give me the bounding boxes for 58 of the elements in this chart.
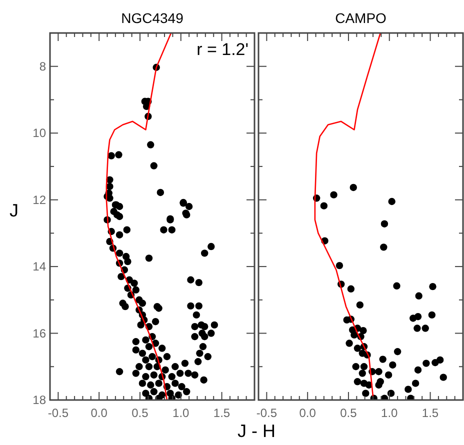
x-tick-label: 0.5	[132, 406, 149, 420]
point	[346, 340, 353, 347]
point	[379, 356, 386, 363]
point	[347, 285, 355, 292]
point	[440, 374, 447, 381]
point	[415, 292, 422, 300]
y-tick-label: 16	[32, 326, 46, 340]
point	[354, 344, 362, 352]
point	[380, 244, 388, 251]
point	[375, 381, 382, 389]
y-tick-label: 8	[39, 59, 46, 74]
point	[404, 386, 412, 393]
x-tick-label: 0.5	[340, 406, 358, 420]
chart-title: CAMPO	[335, 10, 387, 26]
point	[422, 324, 429, 332]
point	[352, 363, 360, 370]
x-axis-title: J - H	[238, 421, 276, 441]
point	[422, 360, 430, 367]
annotation: r = 1.2'	[196, 40, 248, 59]
point	[384, 371, 392, 379]
point	[360, 327, 367, 334]
point	[393, 282, 400, 290]
point	[362, 390, 370, 397]
point	[375, 368, 382, 376]
point	[429, 282, 436, 290]
point	[354, 378, 362, 386]
point	[336, 262, 344, 270]
point	[414, 312, 422, 320]
y-tick-label: 12	[32, 192, 46, 207]
point	[358, 370, 366, 377]
point	[414, 324, 421, 332]
x-tick-label: 0.0	[299, 406, 316, 420]
point	[388, 198, 396, 206]
y-axis-title: J	[10, 200, 18, 220]
y-tick-label: 14	[32, 260, 46, 274]
point	[330, 191, 338, 198]
point	[394, 348, 402, 356]
point	[350, 184, 357, 192]
chart-title: NGC4349	[121, 10, 184, 26]
x-tick-label: 0.0	[90, 406, 108, 420]
point	[380, 220, 388, 228]
y-tick-label: 18	[32, 393, 46, 407]
x-tick-label: 1.0	[172, 406, 190, 420]
point	[436, 356, 444, 364]
point	[389, 361, 396, 369]
x-tick-label: 1.0	[381, 406, 398, 420]
point	[428, 311, 436, 319]
point	[320, 202, 328, 210]
point	[350, 331, 358, 339]
point	[414, 366, 422, 374]
y-tick-label: 10	[32, 126, 46, 140]
point	[360, 363, 368, 370]
point	[412, 380, 420, 387]
x-tick-label: 1.5	[422, 406, 439, 420]
x-tick-label: -0.5	[256, 406, 278, 420]
point	[356, 301, 364, 309]
x-tick-label: -0.5	[48, 406, 69, 420]
x-tick-label: 1.5	[213, 406, 230, 420]
